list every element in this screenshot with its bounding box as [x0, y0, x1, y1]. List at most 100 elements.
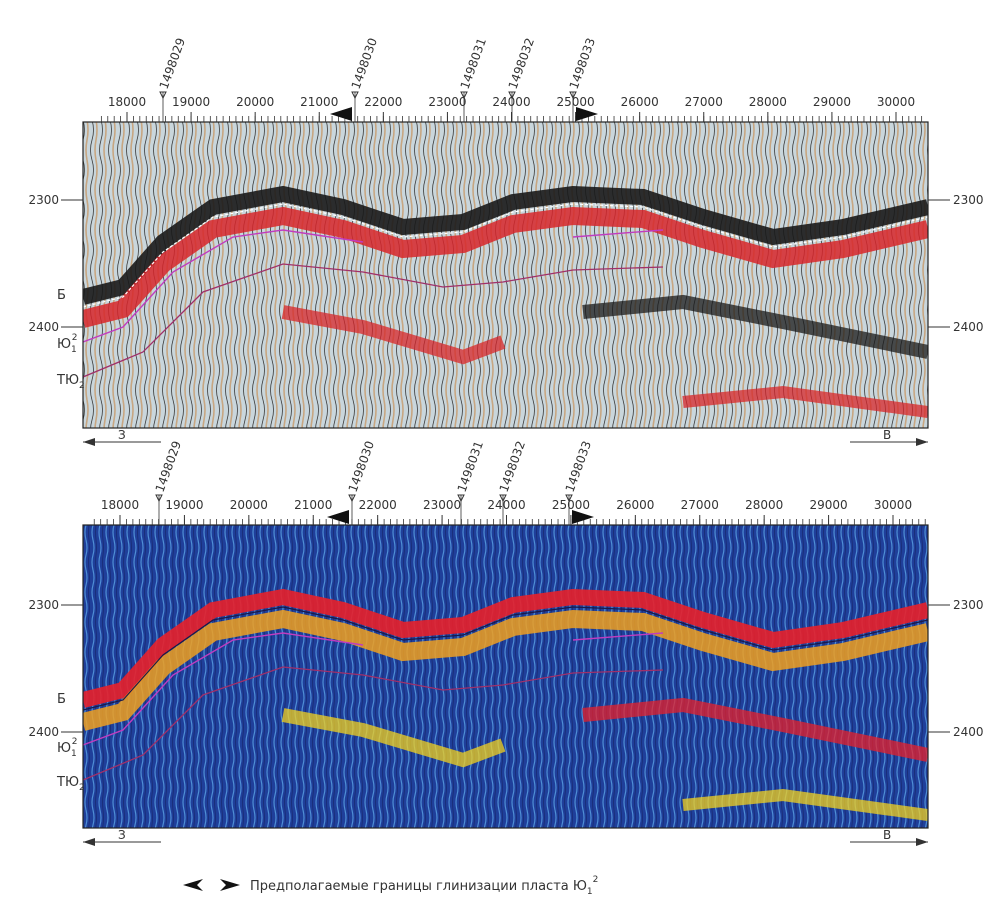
horizon-name: Б — [57, 288, 66, 303]
distance-label: 20000 — [236, 95, 274, 109]
distance-label: 23000 — [428, 95, 466, 109]
distance-label: 30000 — [877, 95, 915, 109]
seismic-panel: 18000 19000 20000 21000 22000 23000 24000 25000… — [28, 36, 984, 446]
well-marker — [565, 494, 573, 503]
well-label: 1498029 — [157, 36, 188, 91]
distance-label: 20000 — [230, 498, 268, 512]
horizon-b — [83, 203, 928, 308]
well-marker — [569, 91, 577, 100]
well-label: 1498030 — [346, 439, 377, 494]
horizon-name: ТЮ — [56, 775, 79, 790]
reflectors — [83, 185, 928, 418]
horizon-label: ТЮ2 — [56, 775, 85, 793]
clay-boundary-arrow — [572, 510, 594, 524]
reflectors — [83, 588, 928, 821]
legend-text: Предполагаемые границы глинизации пласта… — [250, 875, 598, 897]
distance-label: 23000 — [423, 498, 461, 512]
horizon-yu — [83, 229, 364, 343]
seismic-panel: 18000 19000 20000 21000 22000 23000 24000 25000… — [28, 439, 984, 846]
horizon-yu — [572, 229, 664, 238]
horizon-yu — [83, 632, 364, 746]
distance-label: 30000 — [874, 498, 912, 512]
horizon-subscript: 2 — [79, 783, 85, 793]
distance-label: 28000 — [749, 95, 787, 109]
depth-label: 2400 — [28, 725, 59, 739]
well-label: 1498033 — [567, 36, 598, 91]
clay-boundary-arrow — [576, 107, 598, 121]
distance-label: 22000 — [359, 498, 397, 512]
distance-label: 27000 — [685, 95, 723, 109]
horizon-label: Б — [57, 692, 66, 707]
distance-label: 24000 — [487, 498, 525, 512]
reflector — [582, 294, 928, 359]
depth-label: 2300 — [28, 193, 59, 207]
direction-east: В — [883, 428, 891, 442]
horizon-label: Б — [57, 288, 66, 303]
distance-label: 27000 — [681, 498, 719, 512]
reflector — [83, 609, 928, 731]
well-label: 1498033 — [563, 439, 594, 494]
well-marker — [457, 494, 465, 503]
well-marker — [499, 494, 507, 503]
horizon-name: ТЮ — [56, 373, 79, 388]
direction-arrow — [83, 838, 95, 846]
well-marker — [348, 494, 356, 503]
reflector — [281, 708, 506, 768]
section-background — [83, 122, 928, 428]
distance-label: 18000 — [108, 95, 146, 109]
legend: Предполагаемые границы глинизации пласта… — [183, 875, 598, 897]
distance-label: 24000 — [492, 95, 530, 109]
horizon-label: ТЮ2 — [56, 373, 85, 391]
horizon-yu — [572, 632, 664, 641]
well-marker — [155, 494, 163, 503]
direction-east: В — [883, 828, 891, 842]
well-marker — [351, 91, 359, 100]
section-frame — [82, 121, 929, 429]
reflector — [83, 185, 928, 305]
reflector — [83, 206, 928, 328]
horizon-label: Ю1 2 — [57, 737, 78, 759]
horizon-tyu — [83, 263, 664, 378]
well-label: 1498031 — [455, 439, 486, 494]
direction-arrow — [916, 838, 928, 846]
depth-label: 2400 — [953, 725, 984, 739]
clay-boundary-arrow — [327, 510, 349, 524]
distance-label: 19000 — [165, 498, 203, 512]
distance-label: 25000 — [552, 498, 590, 512]
horizon-name: Б — [57, 692, 66, 707]
depth-label: 2300 — [28, 598, 59, 612]
distance-label: 21000 — [300, 95, 338, 109]
horizon-name: Ю — [57, 741, 71, 756]
well-label: 1498032 — [506, 36, 537, 91]
horizon-b — [83, 606, 928, 711]
direction-arrow — [916, 438, 928, 446]
clay-boundary-arrow — [330, 107, 352, 121]
well-label: 1498032 — [497, 439, 528, 494]
reflector — [83, 588, 928, 708]
distance-label: 25000 — [556, 95, 594, 109]
distance-label: 19000 — [172, 95, 210, 109]
section-frame — [82, 524, 929, 829]
direction-west: З — [118, 428, 126, 442]
horizon-superscript: 2 — [72, 737, 78, 747]
well-label: 1498029 — [153, 439, 184, 494]
legend-arrow-left — [183, 879, 203, 891]
distance-label: 22000 — [364, 95, 402, 109]
reflector — [682, 788, 928, 821]
legend-arrow-right — [220, 879, 240, 891]
section-background — [83, 525, 928, 828]
distance-label: 26000 — [621, 95, 659, 109]
well-label: 1498030 — [349, 36, 380, 91]
distance-label: 26000 — [616, 498, 654, 512]
depth-label: 2300 — [953, 598, 984, 612]
distance-label: 18000 — [101, 498, 139, 512]
distance-label: 28000 — [745, 498, 783, 512]
distance-label: 29000 — [813, 95, 851, 109]
horizon-superscript: 2 — [72, 333, 78, 343]
horizon-name: Ю — [57, 337, 71, 352]
depth-label: 2300 — [953, 193, 984, 207]
well-marker — [159, 91, 167, 100]
distance-label: 21000 — [294, 498, 332, 512]
horizon-tyu — [83, 666, 664, 781]
